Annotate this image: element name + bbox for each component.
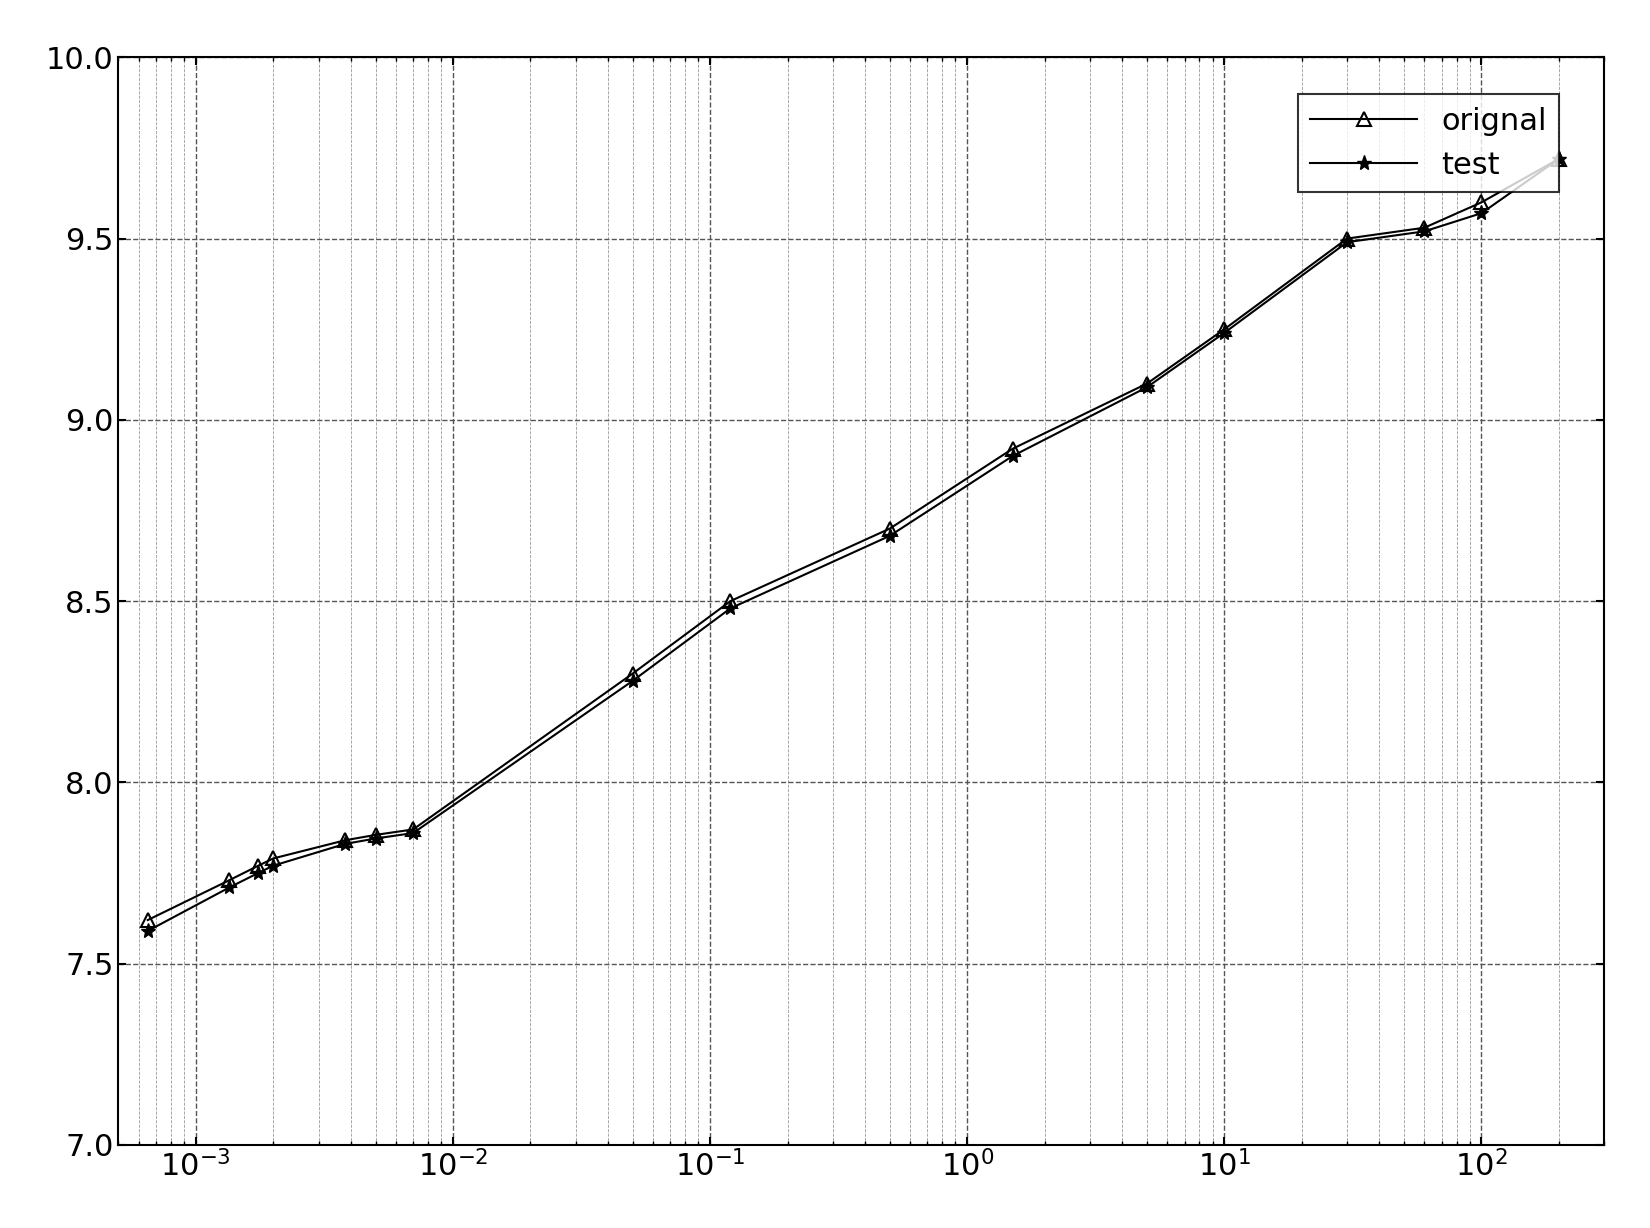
test [403,825,422,840]
test [219,880,239,895]
orignal [335,833,355,847]
test [1549,151,1569,166]
orignal [1214,322,1234,336]
orignal [879,521,899,535]
orignal [139,912,158,927]
test [879,528,899,543]
orignal [366,828,386,842]
orignal [622,667,642,682]
test [1214,325,1234,340]
test [1137,379,1157,394]
test [264,858,284,873]
orignal [219,873,239,888]
test [622,673,642,688]
test [139,923,158,938]
test [1003,448,1023,463]
orignal [249,858,269,873]
orignal [1549,151,1569,166]
test [1472,206,1492,221]
Line: test: test [140,151,1566,938]
test [1336,235,1356,249]
orignal [1472,195,1492,210]
orignal [264,851,284,866]
orignal [403,822,422,836]
orignal [1336,231,1356,246]
test [366,831,386,846]
test [249,866,269,880]
Legend: orignal, test: orignal, test [1299,95,1559,192]
Line: orignal: orignal [140,152,1566,927]
test [721,600,741,615]
orignal [1137,376,1157,391]
test [1414,223,1434,238]
test [335,836,355,851]
orignal [721,593,741,608]
orignal [1414,220,1434,235]
orignal [1003,441,1023,456]
